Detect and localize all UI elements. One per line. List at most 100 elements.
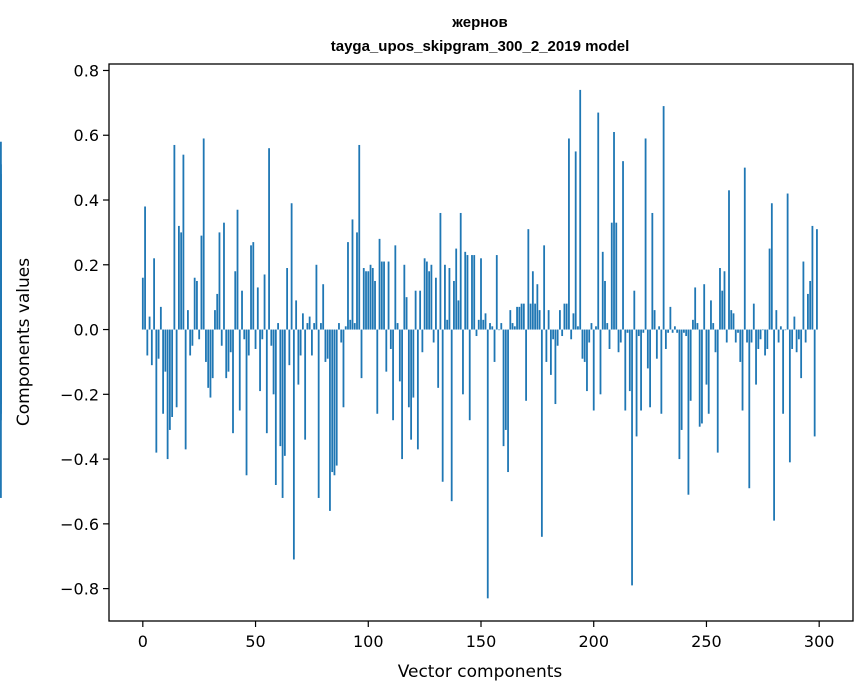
bar-81	[324, 329, 327, 362]
x-tick-label: 300	[804, 632, 835, 651]
chart-title: жернов	[451, 14, 507, 31]
bar-138	[453, 280, 455, 330]
bar-137	[450, 329, 453, 502]
bar-187	[563, 303, 566, 330]
bar-20	[187, 310, 189, 330]
bar-240	[683, 329, 685, 333]
bar-113	[396, 323, 399, 330]
bar-265	[739, 329, 742, 362]
bar-159	[500, 323, 503, 330]
bar-220	[637, 329, 640, 337]
bar-299	[816, 229, 818, 330]
bar-38	[227, 329, 230, 372]
x-tick-label: 150	[466, 632, 497, 651]
bar-123	[419, 290, 422, 330]
bar-246	[696, 323, 699, 330]
bar-169	[522, 303, 525, 330]
bar-149	[477, 319, 480, 330]
bar-237	[676, 329, 679, 333]
bar-168	[520, 303, 523, 330]
bar-125	[423, 258, 426, 330]
bar-174	[534, 303, 537, 330]
bar-59	[274, 329, 277, 485]
bar-162	[507, 329, 509, 473]
bar-74	[308, 316, 311, 330]
bar-54	[263, 274, 266, 330]
bar-143	[464, 251, 467, 330]
bar-89	[342, 329, 345, 408]
bar-39	[229, 329, 232, 353]
bar-245	[694, 287, 697, 330]
y-tick-label: 0.2	[74, 256, 99, 275]
bar-103	[374, 280, 376, 330]
bar-200	[592, 329, 595, 411]
bar-161	[504, 329, 507, 430]
bar-24	[196, 280, 198, 330]
bar-289	[793, 316, 796, 330]
bar-293	[802, 261, 805, 330]
bar-43	[238, 329, 241, 411]
bar-112	[394, 245, 397, 330]
bar-298	[813, 329, 816, 437]
bar-117	[405, 297, 408, 330]
bar-115	[401, 329, 403, 460]
bar-133	[441, 329, 444, 482]
bar-177	[540, 329, 543, 537]
bar-155	[491, 326, 494, 330]
bar-56	[268, 148, 270, 330]
bar-17	[180, 232, 183, 330]
bar-37	[225, 329, 228, 379]
bar-8	[159, 306, 162, 330]
y-tick-label: −0.4	[60, 450, 99, 469]
bar-67	[292, 329, 295, 560]
bar-206	[606, 323, 609, 330]
bar-142	[462, 329, 464, 395]
bar-91	[347, 242, 349, 330]
bar-101	[369, 264, 372, 330]
bar-218	[633, 290, 636, 330]
bar-262	[732, 313, 735, 330]
bar-281	[775, 310, 778, 330]
bar-10	[164, 329, 167, 372]
bar-216	[628, 329, 631, 392]
bar-251	[707, 329, 710, 414]
bar-258	[723, 271, 726, 330]
bar-45	[243, 329, 246, 340]
bar-86	[335, 329, 338, 466]
bar-76	[313, 323, 316, 330]
bar-250	[705, 329, 708, 385]
bar-276	[764, 329, 766, 356]
bar-284	[782, 329, 785, 414]
bar-93	[351, 219, 354, 330]
bar-22	[191, 329, 194, 346]
bar-80	[322, 284, 325, 330]
bar-163	[509, 310, 512, 330]
bar-151	[482, 319, 485, 330]
bar-14	[173, 144, 176, 330]
bar-44	[241, 290, 243, 330]
bar-219	[635, 329, 638, 437]
bar-171	[527, 229, 530, 330]
bar-202	[597, 112, 600, 330]
bar-118	[407, 329, 410, 408]
bar-248	[701, 329, 703, 424]
bar-48	[250, 245, 252, 330]
bar-185	[559, 310, 561, 330]
bar-294	[804, 329, 807, 343]
bar-52	[259, 329, 261, 392]
bar-172	[529, 303, 532, 330]
bar-49	[252, 242, 255, 330]
bar-33	[216, 293, 219, 330]
bar-179	[545, 329, 548, 362]
bar-180	[547, 310, 550, 330]
bar-261	[730, 310, 733, 330]
bar-114	[398, 329, 401, 382]
bar-116	[403, 264, 406, 330]
bar-292	[800, 329, 803, 379]
bar-57	[270, 329, 273, 346]
bar-225	[649, 329, 651, 408]
bar-130	[435, 277, 437, 330]
bar-268	[746, 329, 748, 343]
bar-249	[703, 284, 706, 330]
